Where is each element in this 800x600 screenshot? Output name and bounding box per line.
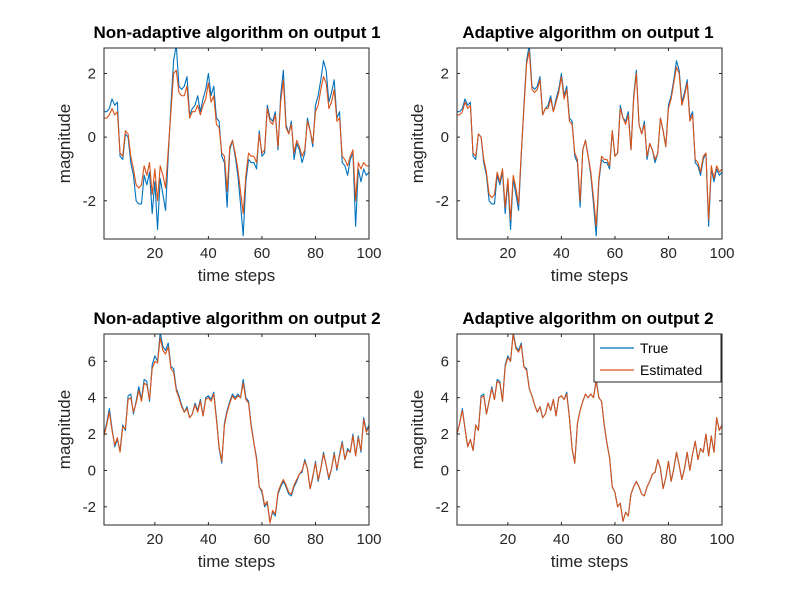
y-tick-label: 2 [88,426,96,443]
x-tick-label: 60 [607,531,624,548]
legend: True Estimated [593,333,722,383]
panel-adaptive-output-1: Adaptive algorithm on output 1 20 40 60 80 1… [408,23,735,285]
x-tick-label: 100 [356,531,381,548]
panel-title: Adaptive algorithm on output 2 [462,309,713,328]
plot-area: 20 40 60 80 100 -2 0 2 4 6 time steps magnitude [55,333,382,571]
y-tick-label: 2 [88,65,96,82]
series-line-estimated [457,50,722,227]
series-group [104,48,369,237]
legend-true-label: True [640,340,668,356]
y-tick-label: 2 [441,65,449,82]
series-line-estimated [104,69,369,215]
y-tick-label: 0 [441,129,449,146]
y-tick-label: 0 [88,129,96,146]
y-tick-label: 4 [441,390,449,407]
x-axis-label: time steps [551,266,628,285]
axes-frame [456,47,723,240]
x-tick-label: 80 [307,245,324,262]
legend-box [593,333,722,383]
axes-frame [103,333,370,526]
x-tick-label: 40 [200,531,217,548]
series-line-estimated [457,334,722,522]
panel-non-adaptive-output-1: Non-adaptive algorithm on output 1 20 40 6… [55,23,382,285]
plot-area: 20 40 60 80 100 -2 0 2 time steps magnitude [408,47,735,285]
axes-background [104,48,369,239]
x-axis-label: time steps [198,552,275,571]
x-tick-label: 20 [147,531,164,548]
y-tick-label: -2 [436,193,449,210]
y-tick-label: 6 [441,353,449,370]
legend-estimated-label: Estimated [640,362,702,378]
panel-adaptive-output-2: Adaptive algorithm on output 2 20 40 60 80 1… [408,309,735,571]
axes-background [104,334,369,525]
plot-area: 20 40 60 80 100 -2 0 2 time steps magnitude [55,47,382,285]
axes-frame [456,333,723,526]
x-axis-label: time steps [198,266,275,285]
y-axis-label: magnitude [408,390,427,469]
plot-area: 20 40 60 80 100 -2 0 2 4 6 time steps magnitude [408,333,735,571]
series-group [104,334,369,524]
y-tick-label: -2 [83,499,96,516]
x-tick-label: 100 [709,245,734,262]
x-tick-label: 20 [500,245,517,262]
x-tick-label: 100 [356,245,381,262]
y-tick-label: 6 [88,353,96,370]
series-group [457,48,722,237]
y-tick-label: 4 [88,390,96,407]
x-tick-label: 80 [660,531,677,548]
panel-title: Adaptive algorithm on output 1 [462,23,713,42]
x-tick-label: 20 [147,245,164,262]
series-line-true [104,48,369,237]
y-axis-label: magnitude [55,104,74,183]
x-tick-label: 60 [254,531,271,548]
panel-title: Non-adaptive algorithm on output 2 [93,309,380,328]
x-axis-label: time steps [551,552,628,571]
series-group [457,334,722,522]
x-tick-label: 80 [307,531,324,548]
axes-background [457,48,722,239]
panel-title: Non-adaptive algorithm on output 1 [93,23,380,42]
y-tick-label: 0 [88,462,96,479]
x-tick-label: 60 [607,245,624,262]
y-tick-label: 0 [441,462,449,479]
y-tick-label: 2 [441,426,449,443]
x-tick-label: 60 [254,245,271,262]
axes-frame [103,47,370,240]
series-line-estimated [104,337,369,524]
x-tick-label: 40 [200,245,217,262]
x-tick-label: 40 [553,531,570,548]
y-tick-label: -2 [436,499,449,516]
panel-non-adaptive-output-2: Non-adaptive algorithm on output 2 20 40 6… [55,309,382,571]
x-tick-label: 80 [660,245,677,262]
y-tick-label: -2 [83,193,96,210]
y-axis-label: magnitude [55,390,74,469]
x-tick-label: 40 [553,245,570,262]
y-axis-label: magnitude [408,104,427,183]
x-tick-label: 20 [500,531,517,548]
x-tick-label: 100 [709,531,734,548]
